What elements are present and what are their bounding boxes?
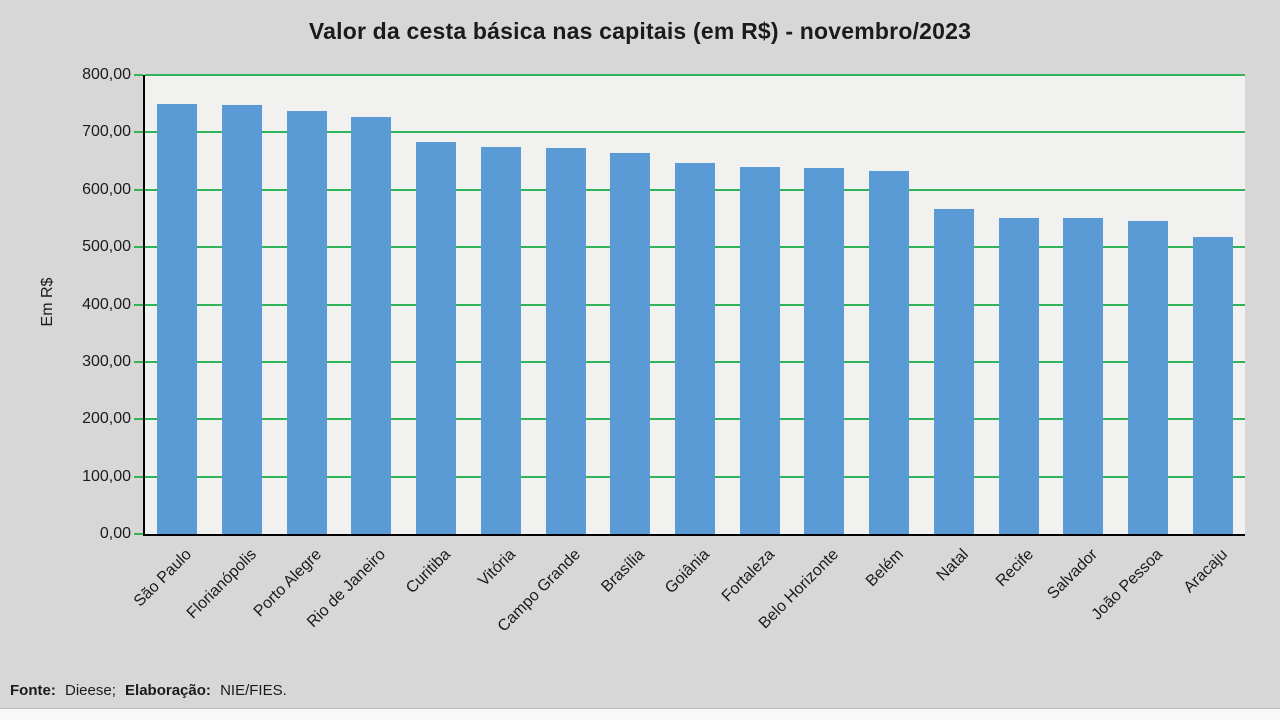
- x-tick-label: Curitiba: [403, 546, 455, 598]
- y-tick-mark: [134, 74, 143, 76]
- bar-rio-de-janeiro: [351, 116, 392, 534]
- y-tick-label: 300,00: [82, 352, 131, 370]
- y-tick-mark: [134, 246, 143, 249]
- y-tick-label: 600,00: [82, 180, 131, 198]
- x-tick-label: Vitória: [475, 546, 519, 590]
- gridline: [145, 74, 1245, 76]
- y-tick-mark: [134, 131, 143, 134]
- bottom-strip: [0, 708, 1280, 720]
- chart-title: Valor da cesta básica nas capitais (em R…: [308, 18, 972, 44]
- bar-belém: [869, 170, 910, 534]
- x-tick-label: Salvador: [1044, 546, 1102, 603]
- bar-campo-grande: [545, 147, 586, 534]
- y-tick-mark: [134, 418, 143, 421]
- bar-são-paulo: [157, 103, 198, 534]
- bar-aracaju: [1192, 237, 1233, 534]
- source-note: Fonte: Dieese; Elaboração: NIE/FIES.: [10, 682, 292, 699]
- y-tick-label: 400,00: [82, 295, 131, 313]
- bar-porto-alegre: [286, 110, 327, 534]
- y-tick-mark: [134, 303, 143, 306]
- y-tick-mark: [134, 188, 143, 191]
- y-tick-label: 0,00: [99, 525, 131, 542]
- plot-area: [143, 74, 1245, 536]
- y-tick-label: 100,00: [82, 467, 131, 485]
- x-tick-label: São Paulo: [131, 546, 196, 611]
- y-tick-label: 200,00: [82, 410, 131, 428]
- y-tick-label: 500,00: [82, 238, 131, 256]
- x-tick-label: Natal: [933, 546, 972, 585]
- fonte-value: Dieese;: [65, 682, 116, 699]
- bar-natal: [933, 209, 974, 534]
- bar-florianópolis: [222, 104, 263, 534]
- y-tick-label: 800,00: [82, 66, 131, 83]
- y-tick-mark: [134, 533, 143, 535]
- bar-curitiba: [416, 141, 457, 534]
- bar-salvador: [1063, 218, 1104, 534]
- y-tick-mark: [134, 360, 143, 363]
- elaboracao-value: NIE/FIES.: [220, 682, 287, 699]
- bar-brasília: [610, 152, 651, 534]
- x-tick-label: Brasília: [598, 546, 649, 596]
- bar-goiânia: [675, 162, 715, 534]
- y-tick-label: 700,00: [82, 123, 131, 141]
- bar-belo-horizonte: [804, 167, 845, 534]
- x-tick-label: Belém: [863, 546, 908, 591]
- x-tick-label: Recife: [992, 546, 1037, 591]
- bar-recife: [998, 218, 1039, 534]
- fonte-label: Fonte:: [10, 682, 56, 699]
- bar-vitória: [480, 146, 521, 534]
- x-tick-label: Fortaleza: [718, 546, 778, 606]
- bar-joão-pessoa: [1127, 220, 1168, 534]
- gridline: [145, 131, 1245, 134]
- x-tick-label: Aracaju: [1180, 546, 1231, 597]
- x-tick-label: Goiânia: [661, 546, 714, 598]
- bar-fortaleza: [739, 167, 780, 534]
- y-tick-mark: [134, 475, 143, 478]
- elaboracao-label: Elaboração:: [125, 682, 211, 699]
